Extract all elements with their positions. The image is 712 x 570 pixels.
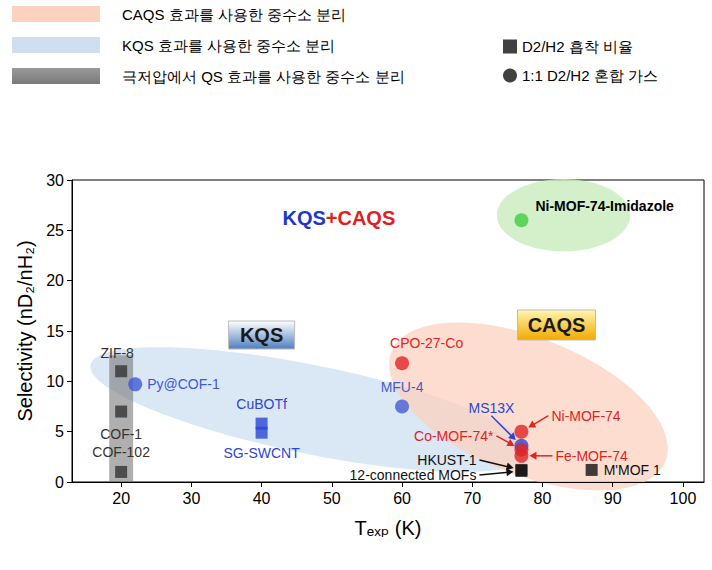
svg-text:COF-1: COF-1	[100, 426, 142, 442]
svg-text:MFU-4: MFU-4	[381, 379, 424, 395]
svg-text:Tₑₓₚ (K): Tₑₓₚ (K)	[355, 517, 422, 539]
svg-text:Ni-MOF-74-Imidazole: Ni-MOF-74-Imidazole	[535, 198, 674, 214]
svg-text:MS13X: MS13X	[468, 400, 515, 416]
svg-text:50: 50	[323, 490, 341, 507]
svg-text:HKUST-1: HKUST-1	[417, 452, 476, 468]
svg-text:극저압에서 QS 효과를 사용한 중수소 분리: 극저압에서 QS 효과를 사용한 중수소 분리	[122, 68, 405, 85]
svg-text:SG-SWCNT: SG-SWCNT	[223, 445, 300, 461]
svg-text:CPO-27-Co: CPO-27-Co	[390, 335, 463, 351]
svg-text:COF-102: COF-102	[92, 444, 150, 460]
svg-text:Fe-MOF-74: Fe-MOF-74	[555, 448, 628, 464]
svg-text:70: 70	[463, 490, 481, 507]
svg-text:40: 40	[253, 490, 271, 507]
svg-text:KQS: KQS	[282, 207, 325, 229]
svg-text:Co-MOF-74*: Co-MOF-74*	[414, 428, 494, 444]
svg-text:25: 25	[46, 222, 64, 239]
svg-text:1:1 D2/H2 혼합 가스: 1:1 D2/H2 혼합 가스	[522, 67, 658, 84]
svg-text:80: 80	[534, 490, 552, 507]
svg-text:15: 15	[46, 323, 64, 340]
svg-text:KQS 효과를 사용한 중수소 분리: KQS 효과를 사용한 중수소 분리	[122, 37, 335, 54]
svg-text:30: 30	[46, 172, 64, 189]
svg-text:5: 5	[55, 423, 64, 440]
svg-text:ZIF-8: ZIF-8	[100, 345, 134, 361]
svg-text:CAQS: CAQS	[528, 314, 586, 336]
svg-text:KQS: KQS	[240, 324, 283, 346]
svg-text:90: 90	[604, 490, 622, 507]
svg-text:Selectivity (nD₂/nH₂): Selectivity (nD₂/nH₂)	[14, 240, 36, 421]
svg-text:Ni-MOF-74: Ni-MOF-74	[551, 408, 620, 424]
svg-text:10: 10	[46, 373, 64, 390]
svg-text:CAQS 효과를 사용한 중수소 분리: CAQS 효과를 사용한 중수소 분리	[122, 6, 346, 23]
svg-text:60: 60	[393, 490, 411, 507]
svg-text:0: 0	[55, 474, 64, 491]
svg-text:CuBOTf: CuBOTf	[236, 396, 287, 412]
svg-text:20: 20	[112, 490, 130, 507]
svg-text:100: 100	[670, 490, 697, 507]
svg-text:+CAQS: +CAQS	[326, 207, 395, 229]
svg-text:12-connected MOFs: 12-connected MOFs	[350, 467, 477, 483]
svg-text:D2/H2 흡착 비율: D2/H2 흡착 비율	[522, 38, 633, 55]
svg-text:30: 30	[182, 490, 200, 507]
svg-text:M'MOF 1: M'MOF 1	[604, 462, 661, 478]
svg-text:20: 20	[46, 272, 64, 289]
svg-text:Py@COF-1: Py@COF-1	[147, 376, 220, 392]
